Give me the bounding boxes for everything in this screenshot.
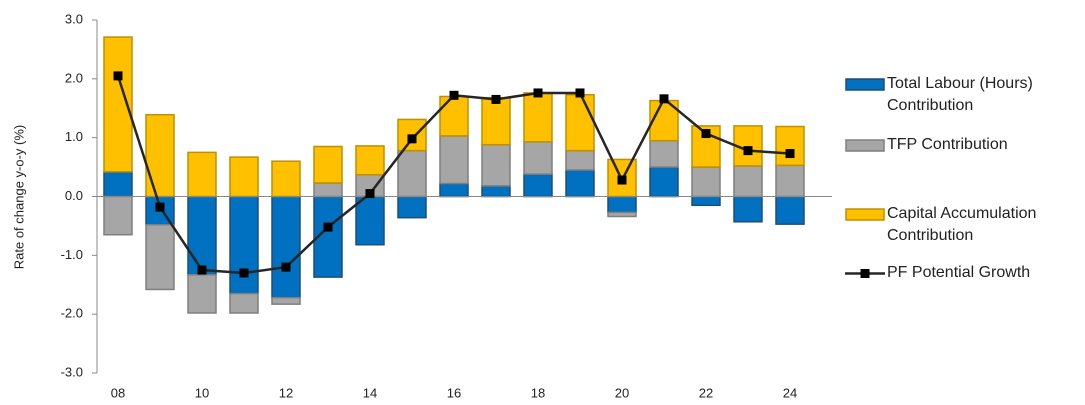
legend-item: TFP Contribution — [845, 134, 1082, 156]
legend-marker — [860, 269, 870, 278]
bar — [607, 211, 637, 218]
bar — [229, 195, 259, 295]
bar — [523, 173, 553, 198]
bar — [565, 169, 595, 198]
bar — [187, 273, 217, 314]
marker — [197, 265, 207, 275]
bar — [775, 164, 805, 198]
y-tick-label: -2.0 — [61, 306, 83, 321]
x-tick-label: 20 — [615, 385, 629, 400]
x-tick-label: 14 — [363, 385, 377, 400]
x-tick-label: 22 — [699, 385, 713, 400]
bar — [313, 182, 343, 198]
bar — [145, 113, 175, 198]
marker — [575, 88, 585, 98]
legend-box — [845, 208, 885, 221]
marker — [407, 134, 417, 144]
bar — [691, 195, 721, 207]
bar — [187, 195, 217, 276]
bar — [397, 195, 427, 219]
bar — [775, 125, 805, 167]
marker — [113, 71, 123, 81]
marker — [659, 94, 669, 104]
y-tick-label: 2.0 — [65, 70, 83, 85]
bar — [481, 143, 511, 187]
x-tick-label: 24 — [783, 385, 797, 400]
bar — [565, 149, 595, 171]
x-tick-label: 18 — [531, 385, 545, 400]
plot: Rate of change y-o-y (%) -3.0 -2.0 -1.0 0.0… — [11, 11, 832, 400]
marker — [743, 146, 753, 156]
bar — [691, 166, 721, 198]
y-tick-label: 3.0 — [65, 11, 83, 26]
x-tick-label: 08 — [111, 385, 125, 400]
legend-item: PF Potential Growth — [845, 262, 1082, 284]
y-axis-title: Rate of change y-o-y (%) — [11, 125, 26, 270]
bar — [355, 195, 385, 246]
y-tick-label: 0.0 — [65, 188, 83, 203]
legend-label: Capital Accumulation Contribution — [887, 205, 1037, 244]
legend-label: Total Labour (Hours) Contribution — [887, 75, 1033, 114]
bar — [229, 156, 259, 198]
bar — [271, 195, 301, 299]
legend-swatch — [845, 208, 885, 221]
legend-swatch — [845, 139, 885, 152]
legend-label: PF Potential Growth — [887, 264, 1031, 281]
bar — [271, 296, 301, 305]
marker — [785, 149, 795, 159]
marker — [155, 202, 165, 212]
bar — [565, 93, 595, 152]
marker — [323, 222, 333, 232]
marker — [281, 262, 291, 272]
bar — [355, 145, 385, 176]
marker — [449, 90, 459, 100]
bar — [271, 160, 301, 198]
y-tick-label: -1.0 — [61, 247, 83, 262]
legend-item: Capital Accumulation Contribution — [845, 203, 1082, 247]
legend-box — [845, 139, 885, 152]
marker — [239, 268, 249, 278]
bar — [607, 195, 637, 214]
bar — [145, 223, 175, 291]
bar — [439, 182, 469, 198]
bar — [523, 92, 553, 143]
legend-swatch — [845, 78, 885, 91]
bar — [523, 141, 553, 175]
marker — [365, 189, 375, 199]
marker — [491, 94, 501, 104]
x-tick-label: 16 — [447, 385, 461, 400]
bar — [649, 139, 679, 168]
y-tick-label: 1.0 — [65, 129, 83, 144]
bar — [103, 195, 133, 236]
bar — [103, 171, 133, 198]
bar — [313, 145, 343, 184]
x-tick-label: 10 — [195, 385, 209, 400]
legend-item: Total Labour (Hours) Contribution — [845, 73, 1082, 117]
bar — [649, 166, 679, 198]
bar — [187, 151, 217, 198]
legend-label: TFP Contribution — [887, 136, 1008, 153]
bar — [439, 135, 469, 185]
x-tick-label: 12 — [279, 385, 293, 400]
bar — [775, 195, 805, 225]
bar — [733, 165, 763, 198]
legend-swatch — [845, 269, 885, 278]
bar — [397, 149, 427, 198]
marker — [701, 129, 711, 139]
y-tick-label: -3.0 — [61, 364, 83, 379]
marker — [617, 175, 627, 185]
legend-box — [845, 78, 885, 91]
bar — [103, 36, 133, 173]
bar — [229, 292, 259, 314]
bar — [481, 185, 511, 198]
bar — [733, 195, 763, 223]
marker — [533, 88, 543, 98]
bar — [481, 96, 511, 146]
bar — [439, 95, 469, 137]
